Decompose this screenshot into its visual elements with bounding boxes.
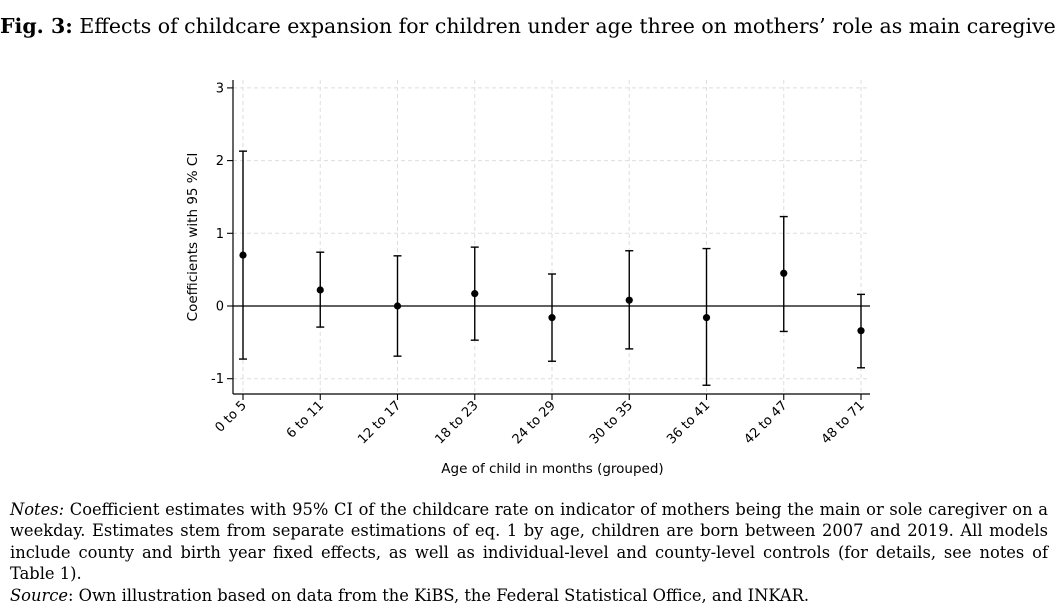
coefficient-point [393, 302, 402, 310]
x-tick-label: 42 to 47 [742, 398, 791, 447]
x-tick-label: 36 to 41 [664, 398, 713, 447]
y-tick-label: -1 [211, 372, 224, 387]
x-tick-label: 12 to 17 [355, 398, 404, 447]
coefficient-point [239, 251, 247, 259]
y-tick-label: 2 [216, 154, 224, 169]
x-tick-label: 24 to 29 [510, 398, 559, 447]
coefficient-chart: -1 0 1 2 3 0 to 5 6 to 11 12 to 17 18 to 23 24 t… [185, 80, 870, 477]
y-tick-label: 1 [216, 227, 224, 242]
source-text: : Own illustration based on data from th… [67, 585, 810, 605]
x-axis-title: Age of child in months (grouped) [441, 461, 663, 477]
figure-title: Fig. 3: Effects of childcare expansion f… [0, 14, 1056, 38]
figure-title-text: Effects of childcare expansion for child… [79, 14, 1056, 38]
y-tick-label: 0 [216, 300, 224, 315]
source-paragraph: Source: Own illustration based on data f… [10, 585, 1048, 606]
figure-label: Fig. 3: [0, 14, 73, 38]
notes-paragraph: Notes: Coefficient estimates with 95% CI… [10, 499, 1048, 585]
coefficient-point [625, 296, 633, 304]
coefficient-point [548, 314, 556, 322]
x-tick-label: 48 to 71 [819, 398, 868, 447]
coefficient-point [857, 327, 865, 335]
coefficient-point [780, 269, 788, 277]
figure-notes: Notes: Coefficient estimates with 95% CI… [10, 499, 1048, 606]
coefficient-point [702, 314, 711, 322]
x-tick-labels: 0 to 5 6 to 11 12 to 17 18 to 23 24 to 29 30 … [212, 398, 867, 447]
notes-label: Notes: [10, 500, 65, 519]
y-axis-title: Coefficients with 95 % CI [185, 153, 201, 322]
coefficient-point [316, 286, 324, 294]
source-label: Source [10, 585, 68, 605]
coefficient-points [239, 251, 865, 335]
y-tick-label: 3 [216, 81, 224, 96]
x-tick-label: 30 to 35 [587, 398, 636, 447]
coefficient-point [471, 290, 479, 298]
y-tick-labels: -1 0 1 2 3 [211, 81, 224, 387]
x-tick-label: 0 to 5 [212, 398, 249, 435]
axes [227, 80, 870, 400]
notes-text: Coefficient estimates with 95% CI of the… [10, 500, 1048, 584]
x-tick-label: 18 to 23 [433, 398, 482, 447]
x-tick-label: 6 to 11 [284, 398, 327, 441]
